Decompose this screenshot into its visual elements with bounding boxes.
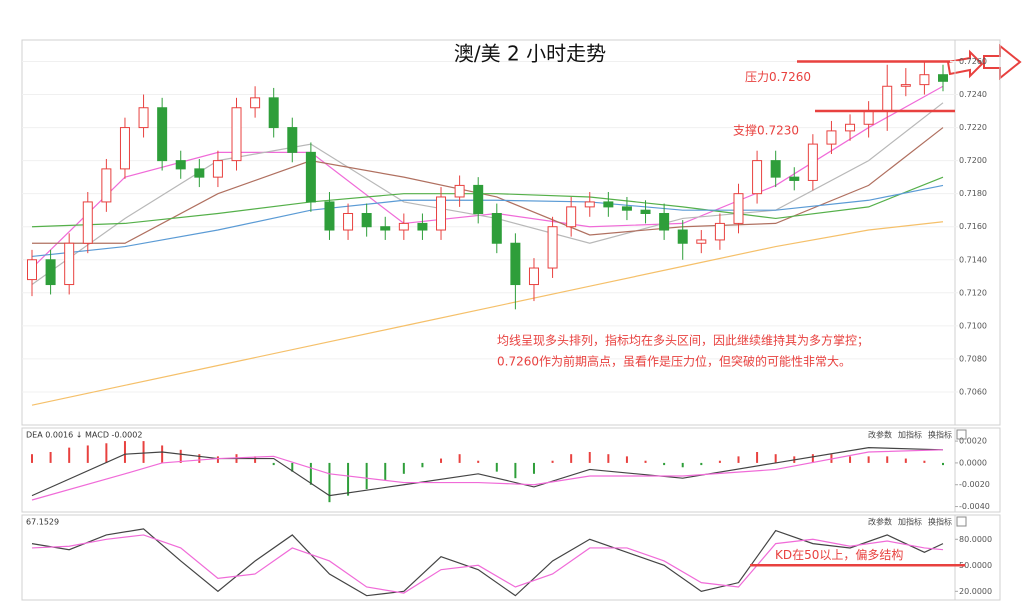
- candle-body: [436, 196, 447, 231]
- candle-body: [491, 212, 502, 244]
- indicator-line: [31, 449, 944, 501]
- candle-body: [566, 206, 577, 228]
- candle-body: [770, 160, 781, 178]
- candle-body: [82, 201, 93, 244]
- candle-body: [640, 209, 651, 214]
- y-tick-label: 0.7260: [959, 57, 987, 66]
- candle-body: [677, 229, 688, 244]
- candle-body: [343, 212, 354, 231]
- annotation: 均线呈现多头排列，指标均在多头区间，因此继续维持其为多方掌控；: [497, 333, 869, 348]
- y-tick-label: 80.0000: [959, 535, 992, 544]
- candle-body: [845, 123, 856, 132]
- y-tick-label: 0.7240: [959, 90, 987, 99]
- panel-header: DEA 0.0016 ↓ MACD -0.0002: [26, 431, 142, 440]
- y-tick-label: 0.7160: [959, 222, 987, 231]
- y-tick-label: 0.7060: [959, 387, 987, 396]
- reference-label: KD在50以上，偏多结构: [775, 547, 903, 562]
- candle-body: [175, 160, 186, 170]
- candle-body: [882, 85, 893, 112]
- y-tick-label: 0.7200: [959, 156, 987, 165]
- candle-body: [510, 242, 521, 286]
- panel-button[interactable]: 换指标: [928, 517, 952, 527]
- candle-body: [138, 107, 149, 129]
- y-tick-label: 0.7080: [959, 354, 987, 363]
- candle-body: [361, 212, 372, 228]
- candle-body: [398, 222, 409, 231]
- y-tick-label: 0.0020: [959, 437, 987, 446]
- panel-button[interactable]: 改参数: [868, 430, 892, 440]
- panel-frame: [21, 39, 1001, 426]
- y-tick-label: 20.0000: [959, 587, 992, 596]
- candle-body: [603, 201, 614, 208]
- candle-body: [268, 97, 279, 129]
- indicator-line: [32, 127, 944, 244]
- reference-label: 支撑0.7230: [733, 123, 799, 138]
- candle-body: [119, 127, 130, 170]
- y-tick-label: 0.7220: [959, 123, 987, 132]
- panel-button[interactable]: 加指标: [898, 430, 922, 440]
- candle-body: [287, 127, 298, 153]
- candle-body: [27, 259, 37, 281]
- y-tick-label: 0.7120: [959, 288, 987, 297]
- candle-body: [380, 226, 391, 231]
- candle-body: [826, 130, 837, 145]
- candle-body: [473, 184, 484, 214]
- indicator-line: [31, 176, 944, 228]
- y-tick-label: 50.0000: [959, 561, 992, 570]
- candle-body: [696, 239, 707, 244]
- panel-button[interactable]: 加指标: [898, 517, 922, 527]
- candle-body: [250, 97, 261, 109]
- candle-body: [863, 110, 874, 125]
- candle-body: [547, 226, 558, 269]
- panel-frame: [21, 427, 1001, 513]
- candle-body: [157, 107, 168, 162]
- candle-body: [101, 168, 112, 203]
- panel-button[interactable]: 换指标: [928, 430, 952, 440]
- candle-body: [807, 143, 818, 181]
- y-tick-label: 0.7180: [959, 189, 987, 198]
- close-button[interactable]: [956, 516, 967, 527]
- candle-body: [733, 193, 744, 224]
- panel-frame: [21, 514, 1001, 601]
- candle-body: [789, 176, 800, 181]
- candle-body: [584, 201, 595, 208]
- reference-label: 压力0.7260: [745, 70, 811, 84]
- annotation: 0.7260作为前期高点，虽看作是压力位，但突破的可能性非常大。: [497, 354, 851, 369]
- candle-body: [528, 267, 539, 286]
- indicator-line: [31, 528, 944, 597]
- y-tick-label: 0.7140: [959, 255, 987, 264]
- candle-body: [45, 259, 56, 286]
- indicator-line: [31, 447, 944, 497]
- candle-body: [714, 222, 725, 241]
- y-tick-label: 0.0000: [959, 458, 987, 467]
- candle-body: [324, 201, 335, 231]
- candle-body: [659, 212, 670, 231]
- y-tick-label: -0.0020: [959, 480, 990, 489]
- candle-body: [919, 74, 930, 86]
- indicator-line: [31, 184, 944, 258]
- candle-body: [417, 222, 428, 231]
- candle-body: [752, 160, 763, 195]
- arrow-icon: [946, 49, 984, 79]
- y-tick-label: 0.7100: [959, 321, 987, 330]
- candle-body: [64, 242, 75, 286]
- indicator-line: [31, 534, 944, 594]
- candle-body: [212, 160, 223, 178]
- y-tick-label: -0.0040: [959, 502, 990, 511]
- candle-body: [305, 151, 316, 203]
- panel-button[interactable]: 改参数: [868, 517, 892, 527]
- close-button[interactable]: [956, 429, 967, 440]
- panel-header: 67.1529: [26, 518, 59, 527]
- candle-body: [621, 206, 632, 211]
- candle-body: [194, 168, 205, 178]
- candle-body: [454, 184, 465, 198]
- candle-body: [231, 107, 242, 162]
- chart-title: 澳/美 2 小时走势: [454, 42, 606, 66]
- candle-body: [900, 84, 911, 87]
- indicator-line: [31, 221, 944, 406]
- candle-body: [938, 74, 948, 82]
